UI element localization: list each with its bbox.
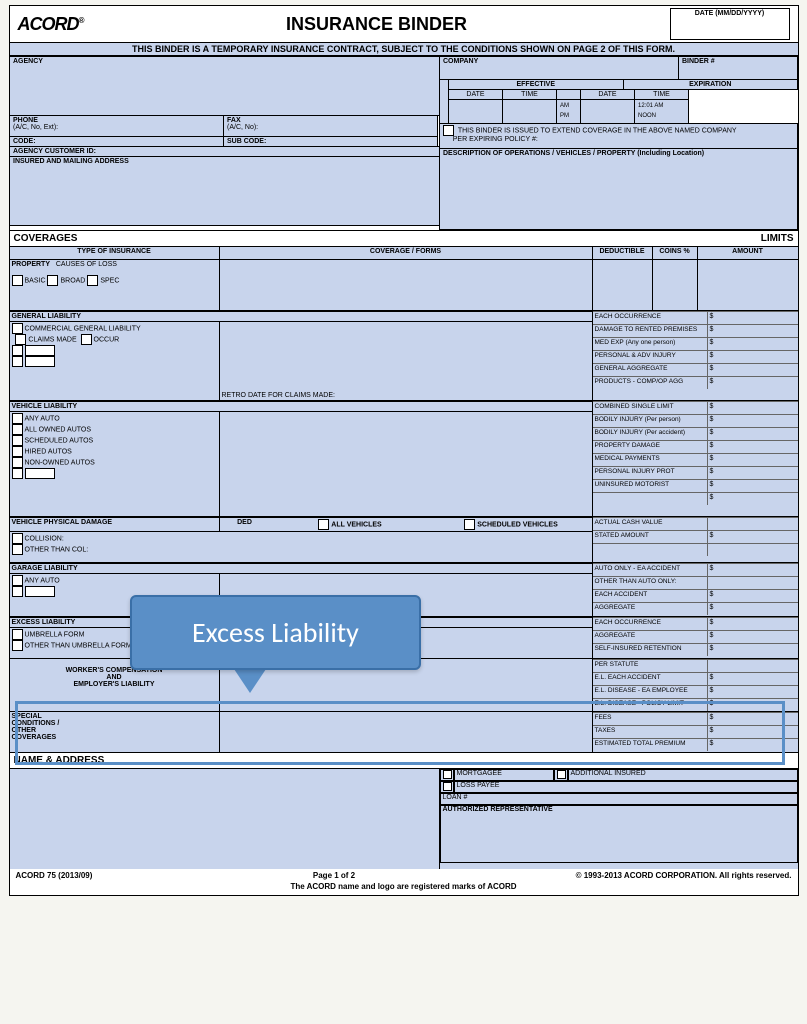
trademark-notice: The ACORD name and logo are registered m… [10,882,798,895]
header-row: ACORD® INSURANCE BINDER DATE (MM/DD/YYYY… [10,6,798,42]
company-field[interactable]: COMPANY [439,56,679,80]
name-address-header: NAME & ADDRESS [10,752,798,769]
spec-checkbox[interactable] [87,275,98,286]
vl-header: VEHICLE LIABILITY [10,401,592,412]
insured-address-field[interactable]: INSURED AND MAILING ADDRESS [9,156,440,226]
vl-limits: COMBINED SINGLE LIMIT$ BODILY INJURY (Pe… [593,401,798,516]
gl-type: COMMERCIAL GENERAL LIABILITY CLAIMS MADE… [10,322,220,400]
vpd-type: COLLISION: OTHER THAN COL: [10,532,220,562]
garage-header: GARAGE LIABILITY [10,563,592,574]
gl-limits: EACH OCCURRENCE$ DAMAGE TO RENTED PREMIS… [593,311,798,400]
description-field[interactable]: DESCRIPTION OF OPERATIONS / VEHICLES / P… [439,148,798,230]
customer-id-field[interactable]: AGENCY CUSTOMER ID: [9,146,440,157]
property-ded[interactable] [593,260,653,310]
page-number: Page 1 of 2 [92,871,575,880]
wc-limits: PER STATUTE E.L. EACH ACCIDENT$ E.L. DIS… [593,659,798,711]
footer: ACORD 75 (2013/09) Page 1 of 2 © 1993-20… [10,869,798,882]
date-box[interactable]: DATE (MM/DD/YYYY) [670,8,790,40]
basic-checkbox[interactable] [12,275,23,286]
col-coins: COINS % [653,247,698,259]
property-amt[interactable] [698,260,798,310]
vpd-limits: ACTUAL CASH VALUE STATED AMOUNT$ [593,517,798,562]
property-coins[interactable] [653,260,698,310]
vl-type: ANY AUTO ALL OWNED AUTOS SCHEDULED AUTOS… [10,412,220,516]
exp-date-field[interactable] [580,99,635,124]
auth-rep-field[interactable]: AUTHORIZED REPRESENTATIVE [440,805,798,863]
agency-field[interactable]: AGENCY [9,56,440,116]
code-field[interactable]: CODE: [9,136,224,147]
fax-field[interactable]: FAX(A/C, No): [223,115,438,137]
special-header: SPECIALCONDITIONS /OTHERCOVERAGES [10,712,220,752]
excess-limits: EACH OCCURRENCE$ AGGREGATE$ SELF-INSURED… [593,617,798,658]
phone-field[interactable]: PHONE(A/C, No, Ext): [9,115,224,137]
vpd-header: VEHICLE PHYSICAL DAMAGE [10,517,220,532]
form-number: ACORD 75 (2013/09) [16,871,93,880]
form-page: ACORD® INSURANCE BINDER DATE (MM/DD/YYYY… [9,5,799,896]
col-deductible: DEDUCTIBLE [593,247,653,259]
claims-made-checkbox[interactable] [15,334,26,345]
loan-num-field[interactable]: LOAN # [440,793,798,805]
cgl-checkbox[interactable] [12,323,23,334]
gl-header: GENERAL LIABILITY [10,311,592,322]
loss-payee-label: LOSS PAYEE [454,781,798,793]
mortgagee-label: MORTGAGEE [454,769,554,781]
coverages-body: TYPE OF INSURANCE COVERAGE / FORMS DEDUC… [10,247,798,752]
special-forms[interactable] [220,712,592,752]
occur-checkbox[interactable] [81,334,92,345]
property-section: PROPERTY CAUSES OF LOSS BASIC BROAD SPEC [10,260,220,310]
limits-header: LIMITS [593,230,798,247]
col-type: TYPE OF INSURANCE [10,247,220,259]
name-address-field[interactable] [10,769,440,869]
garage-limits: AUTO ONLY - EA ACCIDENT$ OTHER THAN AUTO… [593,563,798,616]
additional-insured-label: ADDITIONAL INSURED [568,769,798,781]
coverages-header: COVERAGES [10,230,593,247]
gl-retro[interactable]: RETRO DATE FOR CLAIMS MADE: [220,322,592,400]
subcode-field[interactable]: SUB CODE: [223,136,438,147]
extend-checkbox[interactable] [443,125,454,136]
broad-checkbox[interactable] [47,275,58,286]
vl-forms[interactable] [220,412,592,516]
form-title: INSURANCE BINDER [83,14,669,35]
special-limits: FEES$ TAXES$ ESTIMATED TOTAL PREMIUM$ [593,712,798,752]
top-section: AGENCY PHONE(A/C, No, Ext): FAX(A/C, No)… [10,56,798,230]
copyright: © 1993-2013 ACORD CORPORATION. All right… [576,871,792,880]
callout-excess-liability: Excess Liability [130,595,421,670]
col-forms: COVERAGE / FORMS [220,247,593,259]
eff-time-field[interactable] [502,99,557,124]
property-forms[interactable] [220,260,593,310]
acord-logo: ACORD® [18,14,84,35]
binder-num-field[interactable]: BINDER # [678,56,798,80]
disclaimer-bar: THIS BINDER IS A TEMPORARY INSURANCE CON… [10,42,798,56]
eff-date-field[interactable] [448,99,503,124]
col-amount: AMOUNT [698,247,798,259]
extend-coverage-field[interactable]: THIS BINDER IS ISSUED TO EXTEND COVERAGE… [439,123,798,149]
